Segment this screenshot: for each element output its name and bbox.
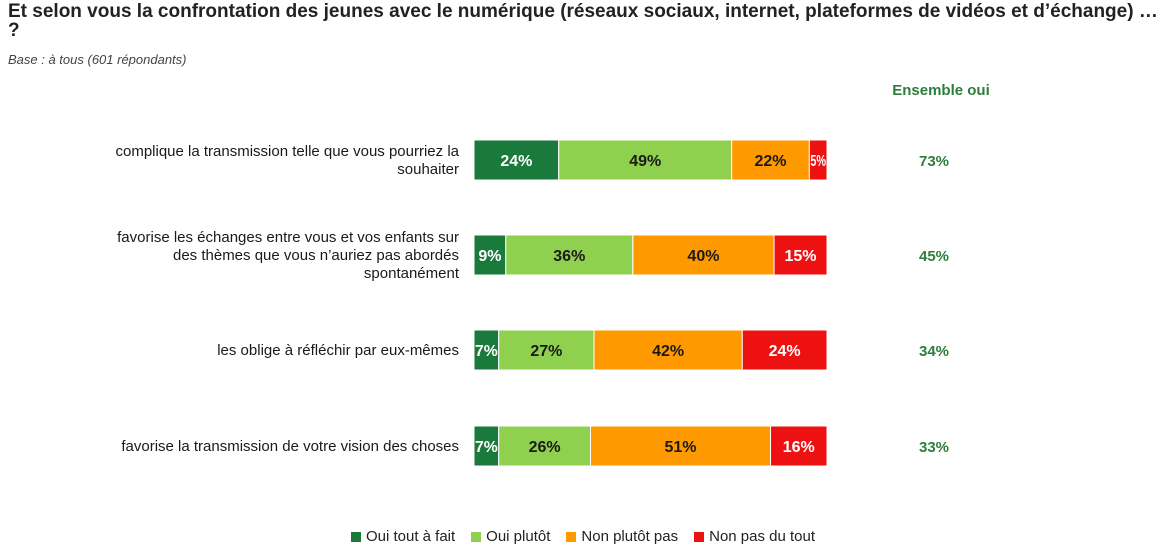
data-label: 7% [475,439,498,456]
legend-swatch [350,531,361,542]
legend-label: Oui plutôt [486,528,551,545]
bar-segment [558,139,733,181]
category-label: spontanément [364,265,460,282]
legend-item-oui-plutot: Oui plutôt [471,528,550,545]
legend-label: Oui tout à fait [365,528,456,545]
bar-segment [505,234,634,276]
data-label: 49% [629,153,661,170]
data-label: 42% [652,343,684,360]
chart-legend: Oui tout à fait Oui plutôt Non plutôt pa… [0,528,1166,545]
legend-label: Non pas du tout [709,528,816,545]
data-label: 22% [755,153,787,170]
data-label: 5% [810,153,826,170]
bar-segment [498,329,595,371]
ensemble-oui-value: 33% [919,439,949,456]
data-label: 26% [529,439,561,456]
bar-segment [773,234,828,276]
category-label: favorise les échanges entre vous et vos … [117,229,459,246]
data-label: 51% [664,439,696,456]
legend-item-non-pas-du-tout: Non pas du tout [694,528,815,545]
bar-segment [808,139,828,181]
category-label: les oblige à réfléchir par eux-mêmes [217,342,459,359]
data-label: 15% [785,248,817,265]
category-label: favorise la transmission de votre vision… [121,438,459,455]
legend-label: Non plutôt pas [581,528,679,545]
ensemble-oui-header: Ensemble oui [892,82,990,99]
chart-title: Et selon vous la confrontation des jeune… [8,1,1158,41]
chart-subtitle: Base : à tous (601 répondants) [8,52,187,67]
bar-segment [498,425,591,467]
ensemble-oui-value: 73% [919,153,949,170]
bar-segment [770,425,828,467]
data-label: 24% [500,153,532,170]
data-label: 36% [553,248,585,265]
category-label: souhaiter [397,161,459,178]
data-label: 40% [687,248,719,265]
bar-segment [473,139,560,181]
data-label: 16% [783,439,815,456]
legend-item-non-plutot-pas: Non plutôt pas [566,528,678,545]
legend-swatch [471,531,482,542]
data-label: 27% [530,343,562,360]
data-label: 24% [769,343,801,360]
category-label: des thèmes que vous n’auriez pas abordés [173,247,459,264]
data-label: 9% [478,248,501,265]
data-label: 7% [475,343,498,360]
bar-segment [741,329,828,371]
ensemble-oui-value: 45% [919,248,949,265]
legend-swatch [566,531,577,542]
category-label: complique la transmission telle que vous… [115,143,459,160]
legend-item-oui-tout-a-fait: Oui tout à fait [350,528,456,545]
ensemble-oui-value: 34% [919,343,949,360]
legend-swatch [694,531,705,542]
bar-segment [473,425,500,467]
bar-segment [593,329,743,371]
